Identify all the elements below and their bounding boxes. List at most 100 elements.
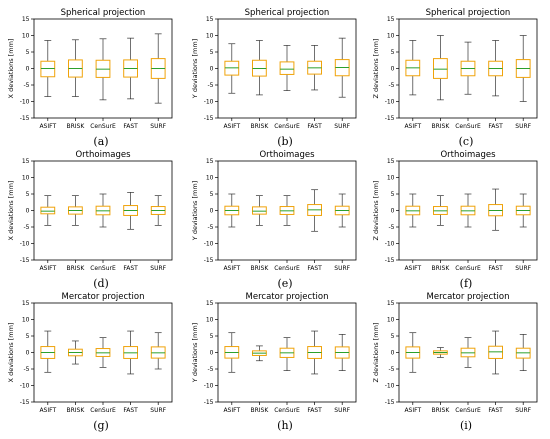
subfigure-label: (d): [93, 277, 109, 290]
x-tick-label: SURF: [515, 123, 531, 130]
x-tick-label: SURF: [334, 407, 350, 414]
plot-frame: [217, 302, 357, 403]
x-tick-label: BRISK: [250, 123, 269, 130]
plot-frame: [398, 160, 538, 261]
y-tick-label: 10: [22, 33, 30, 40]
y-axis-label: Z deviations [mm]: [372, 181, 380, 241]
box-brisk: [433, 35, 448, 101]
box-censure: [460, 193, 476, 228]
box-surf: [515, 35, 531, 102]
box-surf: [150, 332, 166, 370]
boxplot-panel: Spherical projection -15 -10 -5 0 5 10 15 Z devi…: [372, 8, 538, 148]
x-tick-label: ASIFT: [404, 265, 421, 272]
x-tick-label: SURF: [515, 407, 531, 414]
plot-frame: [217, 18, 357, 119]
x-tick-label: SURF: [515, 265, 531, 272]
y-tick-label: 10: [206, 175, 214, 182]
y-tick-label: -5: [389, 224, 395, 231]
box-surf: [515, 334, 531, 371]
boxplot-panel: Orthoimages -15 -10 -5 0 5 10 15 Z deviations [m…: [372, 150, 538, 290]
plot-frame: [33, 302, 173, 403]
x-tick-label: SURF: [334, 265, 350, 272]
y-tick-label: 0: [26, 208, 30, 215]
box-censure: [279, 195, 295, 226]
box-asift: [405, 40, 421, 96]
y-tick-label: 10: [387, 317, 395, 324]
x-tick-label: BRISK: [431, 407, 450, 414]
boxplot-panel: Spherical projection -15 -10 -5 0 5 10 15 X devi…: [7, 8, 173, 148]
y-axis-label: Y deviations [mm]: [191, 323, 199, 383]
x-tick-label: BRISK: [66, 407, 85, 414]
y-tick-label: 5: [26, 49, 30, 56]
box-censure: [95, 193, 111, 228]
plot-frame: [398, 18, 538, 119]
x-tick-label: CenSurE: [90, 123, 116, 130]
box-asift: [405, 332, 421, 373]
subfigure-label: (b): [277, 135, 293, 148]
y-axis-label: X deviations [mm]: [7, 323, 15, 383]
subfigure-label: (g): [93, 419, 109, 432]
box-surf: [334, 37, 350, 98]
y-tick-label: -15: [204, 257, 214, 264]
subfigure-label: (f): [460, 277, 473, 290]
y-tick-label: 0: [210, 208, 214, 215]
box-surf: [515, 193, 531, 228]
y-tick-label: 15: [22, 158, 30, 165]
y-tick-label: -5: [389, 82, 395, 89]
y-tick-label: 0: [391, 66, 395, 73]
box-censure: [460, 41, 476, 95]
y-tick-label: 5: [391, 191, 395, 198]
x-tick-label: FAST: [307, 123, 322, 130]
iqr-box: [279, 61, 295, 75]
y-tick-label: -15: [204, 115, 214, 122]
x-tick-label: CenSurE: [455, 123, 481, 130]
box-brisk: [433, 195, 448, 226]
box-censure: [95, 38, 111, 101]
panel-title: Orthoimages: [75, 150, 131, 160]
y-tick-label: -15: [20, 257, 30, 264]
y-tick-label: -15: [385, 257, 395, 264]
box-surf: [150, 195, 166, 226]
y-tick-label: 0: [391, 350, 395, 357]
x-tick-label: ASIFT: [223, 407, 240, 414]
x-tick-label: ASIFT: [404, 123, 421, 130]
box-fast: [307, 189, 323, 232]
x-tick-label: SURF: [150, 407, 166, 414]
y-tick-label: 5: [210, 191, 214, 198]
y-tick-label: -10: [385, 99, 395, 106]
y-tick-label: 5: [391, 49, 395, 56]
y-tick-label: 15: [387, 16, 395, 23]
x-tick-label: ASIFT: [39, 407, 56, 414]
box-brisk: [252, 195, 267, 226]
plot-frame: [398, 302, 538, 403]
box-surf: [334, 193, 350, 228]
boxplot-panel: Orthoimages -15 -10 -5 0 5 10 15 Y deviations [m…: [191, 150, 357, 290]
y-axis-label: Z deviations [mm]: [372, 39, 380, 99]
x-tick-label: CenSurE: [90, 407, 116, 414]
x-tick-label: BRISK: [250, 265, 269, 272]
x-tick-label: FAST: [488, 123, 503, 130]
x-tick-label: CenSurE: [455, 265, 481, 272]
y-tick-label: 0: [391, 208, 395, 215]
y-tick-label: -10: [20, 241, 30, 248]
box-surf: [150, 33, 166, 104]
box-asift: [40, 330, 56, 373]
x-tick-label: CenSurE: [455, 407, 481, 414]
panel-title: Mercator projection: [427, 292, 510, 302]
y-tick-label: -10: [204, 99, 214, 106]
y-tick-label: 15: [206, 300, 214, 307]
y-tick-label: 5: [210, 49, 214, 56]
y-tick-label: 10: [387, 33, 395, 40]
box-asift: [40, 40, 56, 97]
y-tick-label: 10: [22, 317, 30, 324]
x-tick-label: SURF: [150, 123, 166, 130]
panel-title: Spherical projection: [61, 8, 146, 18]
x-tick-label: ASIFT: [404, 407, 421, 414]
y-tick-label: -5: [389, 366, 395, 373]
y-tick-label: 15: [387, 300, 395, 307]
y-tick-label: -5: [208, 82, 214, 89]
x-tick-label: CenSurE: [90, 265, 116, 272]
x-tick-label: FAST: [307, 265, 322, 272]
y-tick-label: -15: [385, 399, 395, 406]
y-tick-label: 10: [22, 175, 30, 182]
